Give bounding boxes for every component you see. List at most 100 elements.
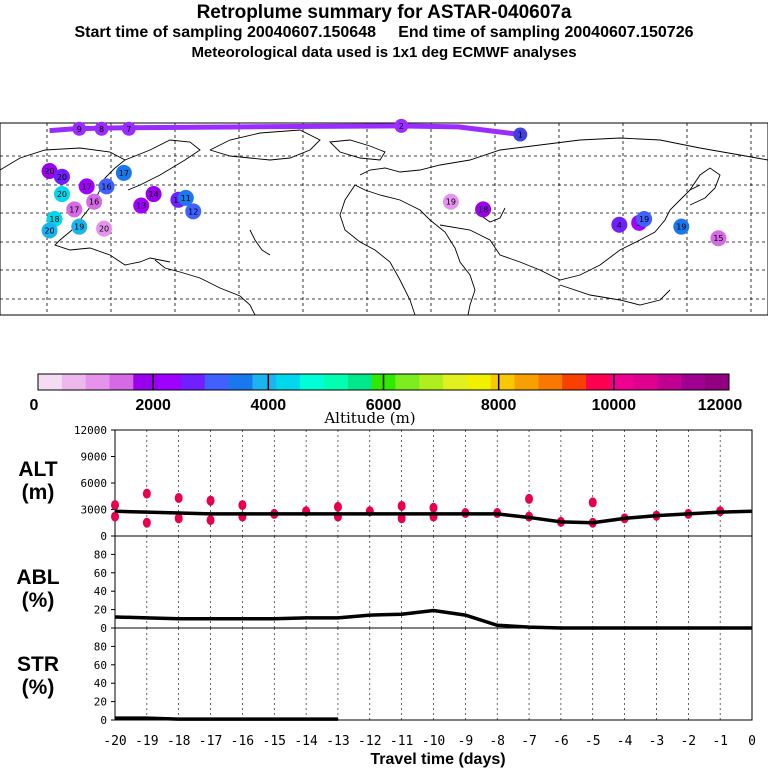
plume-marker xyxy=(71,218,88,235)
alt-scatter-point xyxy=(142,488,151,499)
plume-marker-label: 14 xyxy=(149,190,159,199)
x-tick-label: -15 xyxy=(263,734,286,749)
colorbar-swatch xyxy=(609,374,635,390)
plume-marker xyxy=(53,168,70,185)
plume-marker xyxy=(442,193,459,210)
colorbar-tick-label: 8000 xyxy=(481,397,517,414)
alt-scatter-point xyxy=(588,497,597,508)
plume-marker xyxy=(115,164,132,181)
abl-panel-label: ABL (%) xyxy=(8,566,68,612)
x-axis: -20 -19 -18 -17 -16 -15 -14 -13 -12 -11 -10 -9 -8 -7-… xyxy=(103,734,756,768)
colorbar-label: Altitude (m) xyxy=(323,409,415,427)
colorbar-swatch xyxy=(228,374,253,390)
plume-marker-label: 20 xyxy=(57,190,67,199)
plume-marker-label: 12 xyxy=(188,207,198,216)
x-tick-label: -17 xyxy=(199,734,222,749)
alt-panel-label: ALT (m) xyxy=(8,458,68,504)
x-tick-label: -3 xyxy=(649,734,665,749)
plume-marker xyxy=(98,178,115,195)
map-panel: 2020171617171819201413131211162020191842… xyxy=(0,118,768,316)
track-marker xyxy=(94,121,109,136)
plume-marker-label: 20 xyxy=(57,173,67,182)
plume-marker-label: 18 xyxy=(49,215,59,224)
plume-marker xyxy=(710,230,727,247)
y-tick-label: 20 xyxy=(94,604,107,617)
series-line xyxy=(114,608,752,630)
x-tick-label: -20 xyxy=(103,734,126,749)
colorbar-swatch xyxy=(180,374,206,390)
alt-scatter-point xyxy=(142,517,151,528)
colorbar-tick-label: 2000 xyxy=(135,397,171,414)
x-tick-label: -7 xyxy=(521,734,537,749)
x-tick-label: -4 xyxy=(617,734,633,749)
x-tick-label: -13 xyxy=(326,734,349,749)
sampling-times: Start time of sampling 20040607.150648 E… xyxy=(0,24,768,42)
y-tick-label: 0 xyxy=(100,714,107,727)
plume-marker-label: 20 xyxy=(44,167,54,176)
track-marker-label: 9 xyxy=(77,125,82,134)
plume-marker-label: 18 xyxy=(478,205,488,214)
colorbar-swatch xyxy=(347,374,373,390)
chart-title: Retroplume summary for ASTAR-040607a xyxy=(196,2,572,23)
alt-scatter-point xyxy=(174,513,183,524)
alt-scatter-point xyxy=(429,502,438,513)
track-marker xyxy=(121,121,136,136)
x-tick-label: -2 xyxy=(680,734,696,749)
alt-scatter-point xyxy=(397,500,406,511)
map-coastlines xyxy=(0,129,768,316)
alt-scatter-point xyxy=(238,500,247,511)
plume-marker xyxy=(673,218,690,235)
colorbar-swatch xyxy=(466,374,492,390)
colorbar-tick-label: 6000 xyxy=(366,397,402,414)
colorbar-swatch xyxy=(419,374,444,390)
start-time-label: Start time of sampling 20040607.150648 xyxy=(74,24,377,41)
x-tick-label: -12 xyxy=(358,734,381,749)
y-tick-label: 40 xyxy=(94,585,107,598)
plume-marker-label: 15 xyxy=(713,234,723,243)
alt-scatter-point xyxy=(174,493,183,504)
track-marker-label: 1 xyxy=(518,131,523,140)
plume-marker xyxy=(53,186,70,203)
colorbar-swatch xyxy=(300,374,325,390)
plume-marker-label: 13 xyxy=(136,202,146,211)
track-marker xyxy=(72,121,87,136)
colorbar: 0 2000 4000 6000 8000 10000 12000 xyxy=(30,373,743,414)
colorbar-swatch xyxy=(252,374,277,390)
plume-marker xyxy=(145,186,162,203)
y-tick-label: 0 xyxy=(100,530,107,543)
x-tick-label: -1 xyxy=(712,734,728,749)
plume-marker xyxy=(185,203,202,220)
str-label-line1: STR xyxy=(17,653,59,676)
plume-marker-label: 17 xyxy=(69,205,79,214)
colorbar-swatch xyxy=(133,374,158,390)
x-tick-label: -10 xyxy=(422,734,445,749)
plume-marker xyxy=(78,178,95,195)
x-tick-label: 0 xyxy=(748,734,756,749)
x-tick-label: -14 xyxy=(294,734,318,749)
plume-marker xyxy=(133,197,150,214)
alt-scatter-point xyxy=(206,495,215,506)
y-tick-label: 9000 xyxy=(81,451,108,464)
map-graticule xyxy=(0,123,768,315)
x-axis-label: Travel time (days) xyxy=(370,751,505,768)
track-marker xyxy=(513,127,528,142)
panel-str: 0 20 40 60 80 xyxy=(94,627,753,727)
plume-marker-label: 20 xyxy=(44,227,54,236)
plume-marker xyxy=(66,201,83,218)
colorbar-swatch xyxy=(586,374,611,390)
plume-marker-label: 16 xyxy=(101,182,111,191)
y-tick-label: 40 xyxy=(94,677,107,690)
plume-marker-label: 20 xyxy=(99,225,109,234)
series-line xyxy=(115,716,338,721)
plume-marker xyxy=(86,193,103,210)
x-tick-label: -11 xyxy=(390,734,413,749)
colorbar-tick-label: 12000 xyxy=(698,397,743,414)
y-tick-label: 12000 xyxy=(74,424,107,437)
x-tick-label: -16 xyxy=(231,734,254,749)
x-tick-label: -6 xyxy=(553,734,569,749)
plume-marker-label: 19 xyxy=(639,215,649,224)
colorbar-swatch xyxy=(633,374,659,390)
track-marker-label: 7 xyxy=(126,125,131,134)
plume-marker xyxy=(96,220,113,237)
